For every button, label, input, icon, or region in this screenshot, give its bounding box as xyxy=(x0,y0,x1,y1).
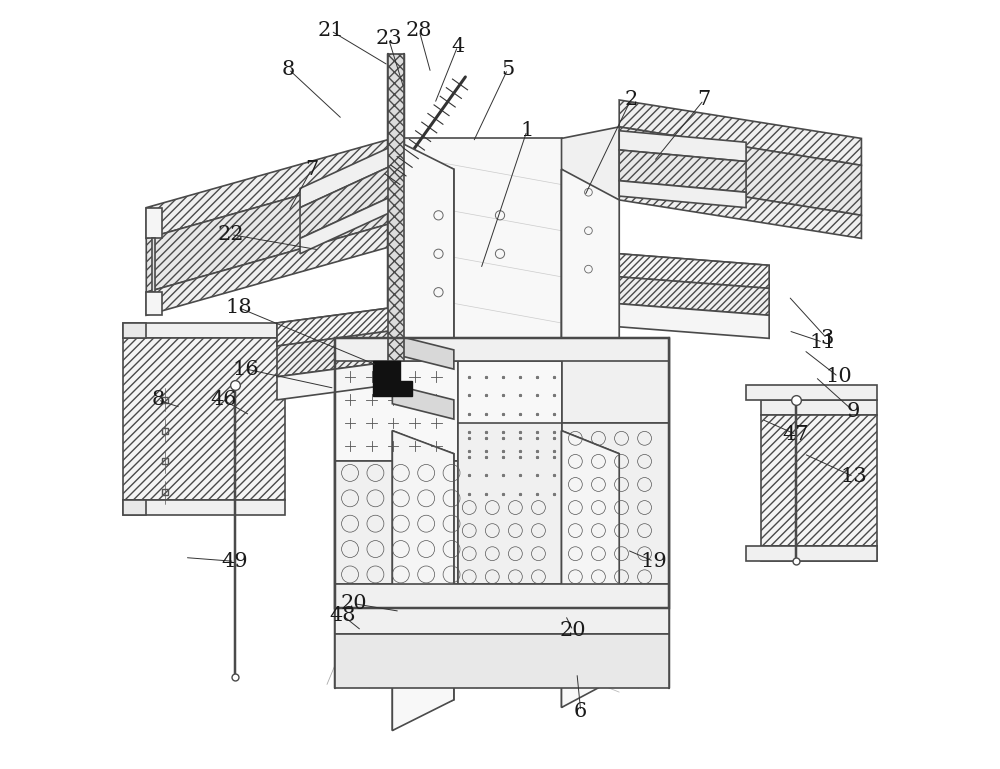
Polygon shape xyxy=(123,500,285,515)
Text: 48: 48 xyxy=(329,606,356,624)
Polygon shape xyxy=(146,138,392,238)
Polygon shape xyxy=(300,196,392,254)
Text: 7: 7 xyxy=(305,160,318,178)
Polygon shape xyxy=(619,150,746,192)
Text: 2: 2 xyxy=(624,91,637,109)
Polygon shape xyxy=(335,584,669,608)
Text: 6: 6 xyxy=(574,702,587,721)
Text: 19: 19 xyxy=(640,552,667,571)
Polygon shape xyxy=(392,138,454,731)
Polygon shape xyxy=(619,254,769,288)
Polygon shape xyxy=(373,361,412,396)
Polygon shape xyxy=(458,423,562,584)
Polygon shape xyxy=(123,338,285,500)
Polygon shape xyxy=(619,127,861,215)
Polygon shape xyxy=(392,431,412,684)
Polygon shape xyxy=(562,338,669,423)
Text: 3: 3 xyxy=(820,329,834,348)
Polygon shape xyxy=(619,254,769,288)
Polygon shape xyxy=(562,169,619,707)
Polygon shape xyxy=(392,335,454,369)
Polygon shape xyxy=(761,546,877,561)
Polygon shape xyxy=(761,400,877,415)
Polygon shape xyxy=(335,361,458,461)
Text: 49: 49 xyxy=(221,552,248,571)
Polygon shape xyxy=(412,438,454,684)
Polygon shape xyxy=(277,361,392,400)
Polygon shape xyxy=(392,384,454,419)
Polygon shape xyxy=(277,308,392,346)
Polygon shape xyxy=(300,146,392,208)
Text: 47: 47 xyxy=(783,425,809,444)
Polygon shape xyxy=(277,308,392,346)
Polygon shape xyxy=(619,100,861,165)
Polygon shape xyxy=(562,127,619,338)
Text: 16: 16 xyxy=(233,360,260,378)
Polygon shape xyxy=(392,138,412,731)
Polygon shape xyxy=(619,131,746,161)
Text: 23: 23 xyxy=(375,29,402,48)
Text: 8: 8 xyxy=(151,391,164,409)
Text: 20: 20 xyxy=(560,621,586,640)
Text: 21: 21 xyxy=(318,22,344,40)
Text: 4: 4 xyxy=(451,37,464,55)
Text: 46: 46 xyxy=(210,391,236,409)
Polygon shape xyxy=(581,438,619,684)
Polygon shape xyxy=(146,169,392,292)
Polygon shape xyxy=(619,304,769,338)
Text: 22: 22 xyxy=(218,225,244,244)
Text: 9: 9 xyxy=(847,402,860,421)
Polygon shape xyxy=(746,546,877,561)
Text: 20: 20 xyxy=(341,594,367,613)
Text: 13: 13 xyxy=(840,468,867,486)
Polygon shape xyxy=(581,185,619,692)
Polygon shape xyxy=(146,223,392,315)
Polygon shape xyxy=(619,181,746,208)
Polygon shape xyxy=(146,292,162,315)
Text: 10: 10 xyxy=(825,368,852,386)
Text: 28: 28 xyxy=(406,22,433,40)
Text: 11: 11 xyxy=(810,333,836,351)
Polygon shape xyxy=(335,461,458,584)
Polygon shape xyxy=(562,431,581,684)
Text: 8: 8 xyxy=(282,60,295,78)
Polygon shape xyxy=(458,361,562,461)
Polygon shape xyxy=(335,634,669,688)
Text: 18: 18 xyxy=(225,298,252,317)
Polygon shape xyxy=(562,431,619,677)
Polygon shape xyxy=(335,338,669,361)
Polygon shape xyxy=(335,608,669,634)
Text: 1: 1 xyxy=(520,122,534,140)
Polygon shape xyxy=(123,500,146,515)
Polygon shape xyxy=(562,169,581,707)
Text: 7: 7 xyxy=(697,91,710,109)
Polygon shape xyxy=(619,177,861,238)
Polygon shape xyxy=(746,384,877,400)
Polygon shape xyxy=(123,323,146,338)
Polygon shape xyxy=(123,323,285,338)
Polygon shape xyxy=(619,277,769,315)
Polygon shape xyxy=(388,54,404,361)
Polygon shape xyxy=(152,238,155,292)
Polygon shape xyxy=(761,415,877,546)
Polygon shape xyxy=(412,154,454,715)
Text: 5: 5 xyxy=(501,60,514,78)
Polygon shape xyxy=(392,431,454,677)
Polygon shape xyxy=(392,138,562,338)
Polygon shape xyxy=(146,208,162,238)
Polygon shape xyxy=(562,423,669,584)
Polygon shape xyxy=(277,331,392,377)
Polygon shape xyxy=(300,165,392,238)
